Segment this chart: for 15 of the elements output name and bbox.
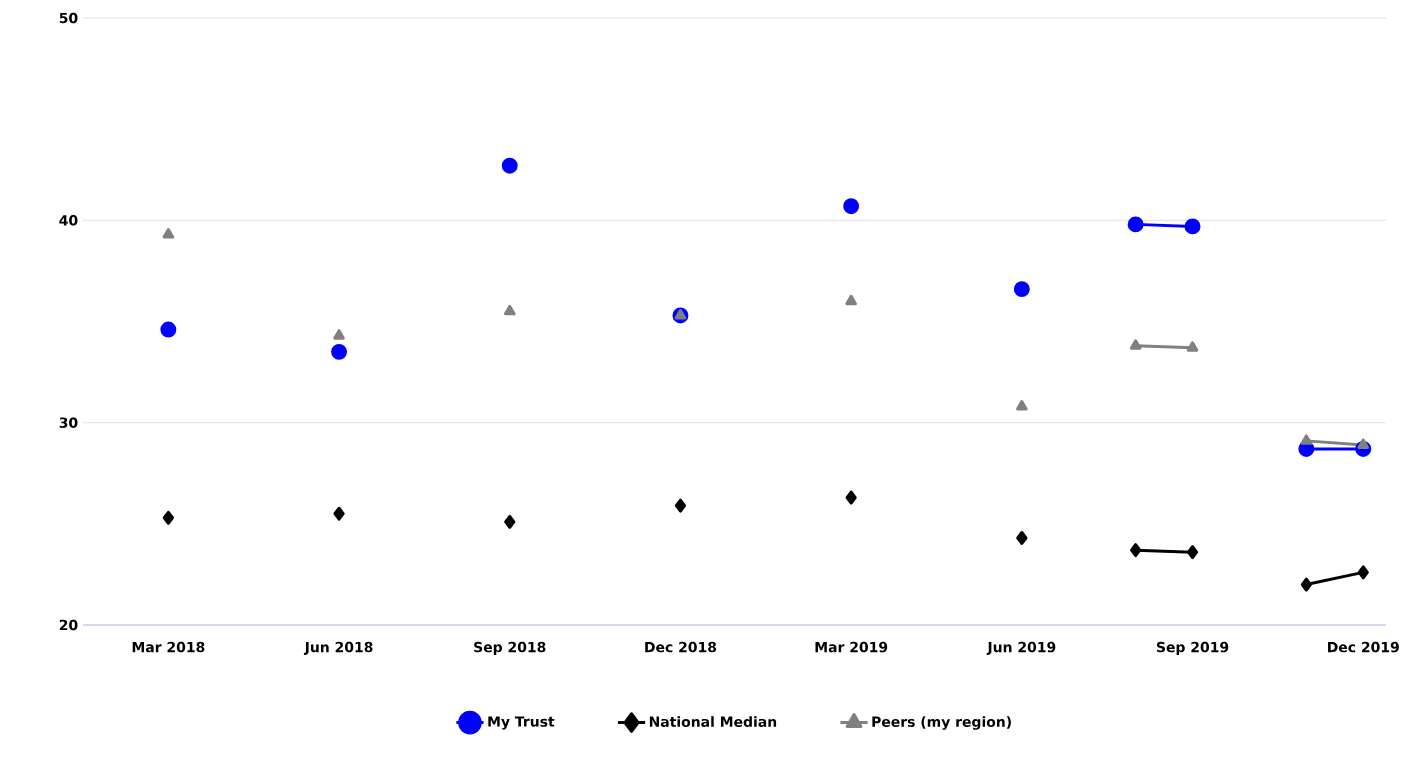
x-tick-label: Jun 2018 [303,641,373,655]
legend-label: National Median [649,716,777,727]
x-tick-label: Jun 2019 [986,641,1056,655]
legend-label: Peers (my region) [872,716,1011,730]
y-tick-label: 20 [59,619,78,631]
x-tick-label: Mar 2018 [132,641,205,653]
x-tick-label: Sep 2018 [474,641,546,656]
y-tick-label: 30 [59,417,78,428]
x-tick-label: Sep 2019 [1156,641,1229,656]
x-tick-label: Mar 2019 [815,641,888,653]
x-tick-label: Dec 2018 [645,641,717,653]
legend-label: My Trust [488,716,555,730]
y-tick-label: 40 [59,215,78,226]
x-tick-label: Dec 2019 [1328,641,1399,653]
y-tick-label: 50 [59,12,78,24]
